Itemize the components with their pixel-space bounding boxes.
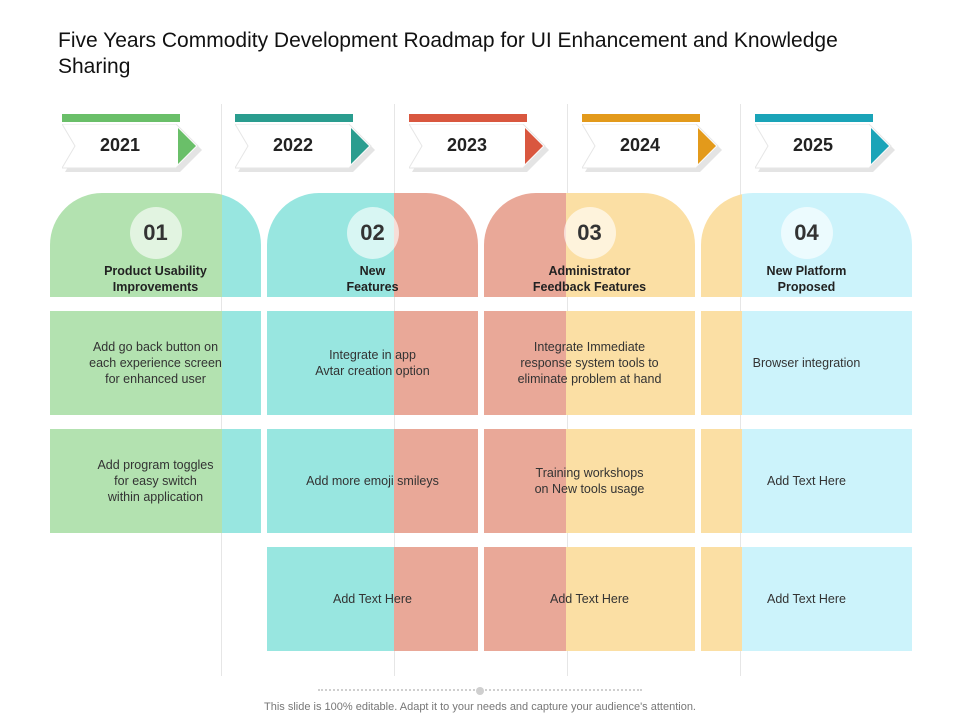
task-text: Add Text Here: [550, 592, 629, 606]
year-arrow-2021: 2021: [62, 114, 204, 174]
column-heading: Administrator Feedback Features: [532, 264, 647, 294]
arrow-chevron-icon: [582, 124, 722, 172]
column-heading: New Platform Proposed: [766, 264, 847, 294]
task-card: Add program toggles for easy switch with…: [50, 429, 261, 533]
step-number: 03: [563, 207, 616, 259]
column-head-3: 03 Administrator Feedback Features: [484, 193, 695, 297]
year-arrow-2025: 2025: [755, 114, 897, 174]
arrow-chevron-icon: [62, 124, 202, 172]
task-card: Browser integration: [701, 311, 912, 415]
year-color-bar: [62, 114, 180, 122]
task-text: Add more emoji smileys: [306, 474, 439, 488]
year-label: 2025: [792, 135, 834, 155]
step-number: 01: [129, 207, 182, 259]
arrow-chevron-icon: [235, 124, 375, 172]
column-head-2: 02 New Features: [267, 193, 478, 297]
footer-dot: [476, 687, 484, 695]
task-text: Integrate Immediate response system tool…: [517, 340, 662, 386]
footer-note: This slide is 100% editable. Adapt it to…: [264, 701, 696, 713]
task-text: Browser integration: [752, 356, 861, 370]
step-number: 04: [780, 207, 833, 259]
task-text: Add Text Here: [333, 592, 412, 606]
arrow-chevron-icon: [409, 124, 549, 172]
task-text: Training workshops on New tools usage: [534, 466, 645, 496]
year-color-bar: [755, 114, 873, 122]
column-heading: Product Usability Improvements: [104, 264, 207, 294]
task-card: Add go back button on each experience sc…: [50, 311, 261, 415]
year-color-bar: [235, 114, 353, 122]
year-arrow-2024: 2024: [582, 114, 724, 174]
task-card: Add Text Here: [267, 547, 478, 651]
task-text: Add Text Here: [767, 592, 846, 606]
task-card: Add Text Here: [701, 547, 912, 651]
year-arrow-2023: 2023: [409, 114, 551, 174]
year-arrow-2022: 2022: [235, 114, 377, 174]
page-title: Five Years Commodity Development Roadmap…: [58, 29, 838, 78]
task-card: Training workshops on New tools usage: [484, 429, 695, 533]
task-text: Integrate in app Avtar creation option: [315, 348, 430, 378]
task-card: Integrate Immediate response system tool…: [484, 311, 695, 415]
year-label: 2023: [446, 135, 488, 155]
column-head-1: 01 Product Usability Improvements: [50, 193, 261, 297]
arrow-chevron-icon: [755, 124, 895, 172]
column-heading: New Features: [346, 264, 399, 294]
year-color-bar: [409, 114, 527, 122]
year-label: 2024: [619, 135, 661, 155]
task-card: Integrate in app Avtar creation option: [267, 311, 478, 415]
task-card: Add Text Here: [701, 429, 912, 533]
year-color-bar: [582, 114, 700, 122]
year-label: 2022: [272, 135, 314, 155]
task-text: Add Text Here: [767, 474, 846, 488]
year-label: 2021: [99, 135, 141, 155]
task-text: Add program toggles for easy switch with…: [97, 458, 214, 504]
task-text: Add go back button on each experience sc…: [89, 340, 222, 386]
task-card: Add Text Here: [484, 547, 695, 651]
column-head-4: 04 New Platform Proposed: [701, 193, 912, 297]
step-number: 02: [346, 207, 399, 259]
task-card: Add more emoji smileys: [267, 429, 478, 533]
